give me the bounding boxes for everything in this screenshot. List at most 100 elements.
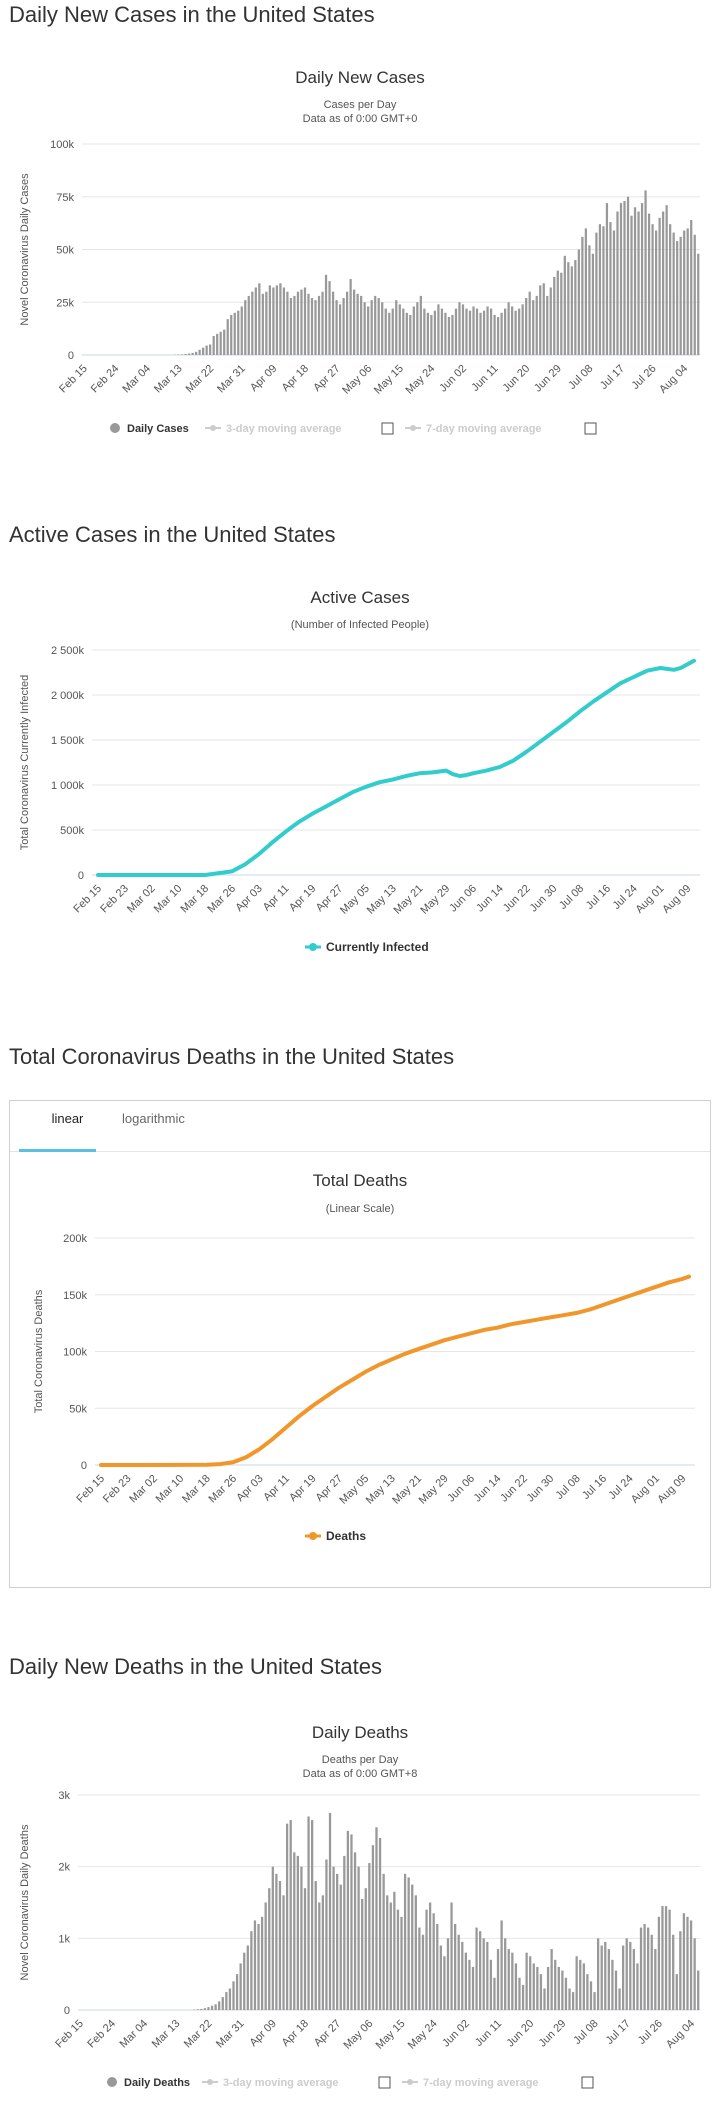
bar — [546, 1967, 550, 2010]
bar — [239, 1963, 242, 2010]
bar — [493, 314, 496, 355]
bar — [321, 1895, 325, 2010]
bar — [546, 295, 549, 355]
bar — [461, 304, 465, 355]
bar — [226, 319, 229, 355]
x-tick-label: Jul 08 — [554, 1473, 583, 1502]
bar — [689, 1920, 693, 2010]
x-tick-label: Apr 03 — [233, 883, 264, 914]
x-tick-label: Apr 11 — [261, 1473, 292, 1504]
legend-item[interactable]: 3-day moving average — [226, 423, 342, 435]
legend-item[interactable]: Daily Cases — [127, 423, 189, 435]
bar — [382, 1873, 385, 2010]
legend-marker — [207, 2079, 213, 2085]
legend-item[interactable]: Deaths — [326, 1529, 366, 1543]
x-tick-label: Apr 11 — [261, 883, 292, 914]
legend-checkbox[interactable] — [584, 422, 597, 435]
x-tick-label: Jul 16 — [584, 883, 613, 912]
legend-marker — [309, 1532, 317, 1540]
bar — [221, 1997, 224, 2010]
bar — [465, 308, 468, 355]
bar — [444, 312, 447, 355]
x-tick-label: Jul 16 — [580, 1473, 609, 1502]
bar — [593, 1992, 596, 2010]
y-tick-label: 3k — [58, 1790, 70, 1802]
bar — [528, 291, 531, 355]
tab-logarithmic[interactable]: logarithmic — [122, 1111, 185, 1126]
bar — [588, 245, 591, 355]
bar — [275, 285, 279, 355]
legend-item[interactable]: 3-day moving average — [223, 2077, 339, 2089]
bar — [251, 291, 254, 355]
x-tick-label: Jun 20 — [504, 2018, 536, 2050]
bar — [240, 306, 243, 355]
x-tick-label: Mar 18 — [180, 1473, 213, 1506]
x-tick-label: Aug 04 — [664, 2018, 697, 2051]
bar — [486, 306, 489, 355]
bar — [511, 1952, 514, 2010]
bar — [338, 304, 342, 355]
x-tick-label: Jun 06 — [447, 883, 479, 915]
bar — [393, 1891, 396, 2010]
y-tick-label: 500k — [60, 825, 84, 837]
legend-item[interactable]: 7-day moving average — [423, 2077, 539, 2089]
bar — [500, 1920, 503, 2010]
bar — [514, 1963, 518, 2010]
bar — [423, 308, 426, 355]
bar — [207, 2007, 210, 2010]
x-tick-label: Mar 22 — [184, 363, 217, 396]
bar — [563, 255, 566, 355]
bar — [612, 230, 616, 355]
x-tick-label: Aug 01 — [629, 1473, 662, 1506]
bar — [451, 314, 454, 355]
tab-linear[interactable]: linear — [51, 1111, 84, 1126]
bar — [647, 1927, 650, 2010]
x-tick-label: Jun 29 — [537, 2018, 569, 2050]
bar — [307, 1816, 310, 2010]
bar — [525, 1952, 528, 2010]
bar — [247, 295, 250, 355]
bar — [662, 211, 665, 355]
legend-item[interactable]: Currently Infected — [326, 940, 429, 954]
section-title-active-cases: Active Cases in the United States — [9, 522, 336, 547]
bar — [693, 1938, 696, 2010]
bar — [591, 253, 595, 355]
x-tick-label: Feb 15 — [74, 1473, 107, 1506]
bar — [518, 1977, 521, 2010]
x-tick-label: Mar 31 — [214, 2018, 247, 2051]
bar — [230, 314, 233, 355]
bar — [644, 190, 647, 355]
bar — [381, 302, 384, 355]
bar — [518, 308, 521, 355]
bar — [619, 203, 623, 355]
bar — [693, 234, 696, 355]
bar — [332, 1866, 335, 2010]
bar — [250, 1931, 253, 2010]
x-tick-label: Apr 09 — [248, 363, 279, 394]
legend-checkbox[interactable] — [581, 2076, 594, 2089]
legend-item[interactable]: Daily Deaths — [124, 2077, 190, 2089]
x-tick-label: Jun 06 — [445, 1473, 477, 1505]
x-tick-label: Jul 26 — [636, 2018, 665, 2047]
bar — [349, 279, 352, 355]
x-tick-label: Jun 20 — [500, 363, 532, 395]
bar — [643, 1924, 646, 2010]
bar — [468, 310, 472, 355]
legend-item[interactable]: 7-day moving average — [426, 423, 542, 435]
legend-checkbox[interactable] — [378, 2076, 391, 2089]
x-tick-label: May 15 — [374, 2018, 408, 2052]
x-tick-label: Mar 02 — [125, 883, 158, 916]
bar — [223, 329, 226, 355]
bar — [342, 298, 345, 355]
bar — [496, 1949, 500, 2010]
bar — [303, 287, 307, 355]
x-tick-label: Jul 08 — [571, 2018, 600, 2047]
bar — [446, 1938, 450, 2010]
bar — [310, 1820, 314, 2010]
section-title-total-deaths: Total Coronavirus Deaths in the United S… — [9, 1044, 455, 1069]
bar — [282, 1895, 285, 2010]
bar — [253, 1920, 257, 2010]
bar — [511, 306, 514, 355]
bar — [296, 1855, 299, 2010]
legend-checkbox[interactable] — [381, 422, 394, 435]
